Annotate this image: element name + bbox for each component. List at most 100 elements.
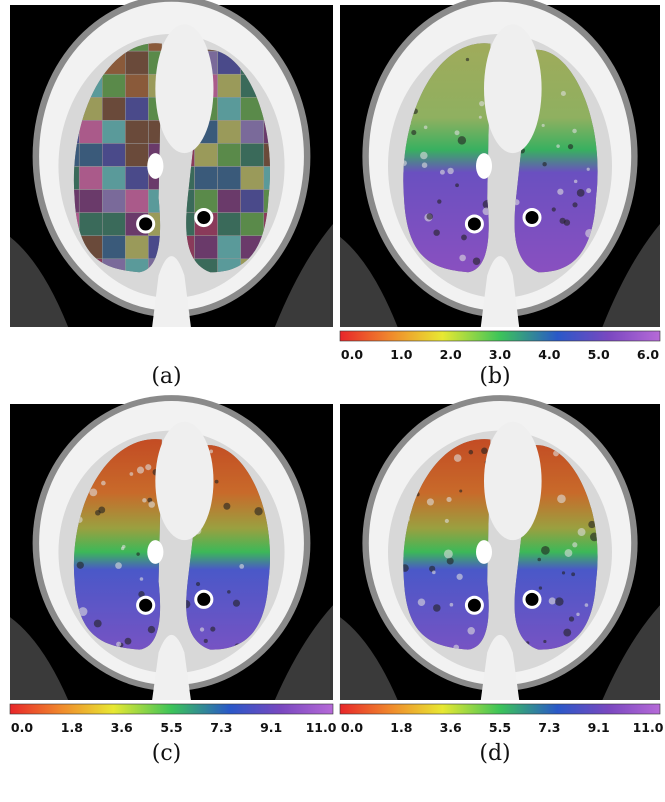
block xyxy=(217,73,241,98)
block xyxy=(102,143,126,167)
colorbar-tick-label: 3.6 xyxy=(440,720,462,735)
texture xyxy=(537,557,542,562)
texture xyxy=(145,464,152,471)
texture xyxy=(453,454,462,462)
texture xyxy=(411,130,417,136)
colorbar-tick-label: 11.0 xyxy=(633,720,664,735)
texture xyxy=(555,597,564,606)
colorbar-tick-label: 7.3 xyxy=(210,720,232,735)
block xyxy=(78,143,103,167)
texture xyxy=(195,582,201,587)
texture xyxy=(454,130,460,136)
bronchus xyxy=(136,595,156,615)
texture xyxy=(548,597,556,605)
texture xyxy=(129,472,134,476)
colorbar-tick-label: 9.1 xyxy=(588,720,610,735)
block xyxy=(194,143,218,167)
texture xyxy=(420,151,428,160)
block xyxy=(125,143,149,167)
texture xyxy=(588,520,596,529)
colorbar-tick-label: 2.0 xyxy=(440,347,462,362)
block xyxy=(102,73,126,98)
colorbar-tick-label: 5.5 xyxy=(160,720,182,735)
texture xyxy=(572,202,578,208)
block xyxy=(125,120,149,144)
colorbar-tick-label: 5.5 xyxy=(489,720,511,735)
block xyxy=(240,212,265,236)
block xyxy=(78,166,103,190)
trachea xyxy=(147,540,164,564)
trachea xyxy=(476,540,492,564)
texture xyxy=(446,557,454,565)
block xyxy=(240,120,265,144)
block xyxy=(125,189,149,213)
texture xyxy=(232,599,241,607)
texture xyxy=(98,506,106,514)
texture xyxy=(403,160,407,166)
block xyxy=(194,166,218,190)
panel xyxy=(340,395,660,700)
texture xyxy=(479,100,485,107)
bronchus xyxy=(136,214,156,234)
colorbar-tick-label: 1.0 xyxy=(390,347,412,362)
texture xyxy=(449,602,454,607)
block xyxy=(125,73,149,98)
trachea xyxy=(147,153,164,179)
texture xyxy=(541,123,545,128)
texture xyxy=(199,627,205,632)
colorbar-tick-label: 0.0 xyxy=(341,347,363,362)
heart xyxy=(155,421,214,541)
texture xyxy=(573,179,578,184)
block xyxy=(102,97,126,121)
texture xyxy=(563,219,571,226)
spine xyxy=(480,634,520,700)
texture xyxy=(101,480,106,486)
colorbar-tick-label: 9.1 xyxy=(260,720,282,735)
texture xyxy=(203,638,208,644)
texture xyxy=(576,189,585,197)
block xyxy=(102,120,126,144)
texture xyxy=(563,628,572,637)
texture xyxy=(538,586,543,590)
heart xyxy=(155,24,214,154)
texture xyxy=(561,571,566,575)
texture xyxy=(571,572,576,577)
texture xyxy=(421,162,428,168)
table-shadow xyxy=(602,605,660,700)
texture xyxy=(433,604,441,612)
texture xyxy=(564,549,573,557)
colorbar xyxy=(339,330,661,342)
block xyxy=(263,143,271,167)
spine xyxy=(152,256,191,327)
texture xyxy=(116,641,122,647)
texture xyxy=(467,627,475,635)
block xyxy=(217,189,241,213)
colorbar-tick-label: 1.8 xyxy=(390,720,412,735)
block xyxy=(217,120,241,144)
table-shadow xyxy=(274,605,333,700)
block xyxy=(217,143,241,167)
texture xyxy=(423,125,428,130)
texture xyxy=(136,466,145,474)
texture xyxy=(586,167,590,171)
block xyxy=(78,189,103,213)
texture xyxy=(556,144,560,148)
spine xyxy=(152,634,191,700)
colorbar-tick-label: 1.8 xyxy=(61,720,83,735)
texture xyxy=(124,637,132,645)
texture xyxy=(465,57,470,62)
block xyxy=(102,212,126,236)
texture xyxy=(403,564,409,572)
colorbar xyxy=(9,703,334,715)
block xyxy=(240,189,265,213)
texture xyxy=(209,449,214,454)
panel xyxy=(340,0,660,327)
table-shadow xyxy=(340,617,398,700)
table-shadow xyxy=(602,223,660,327)
bronchus xyxy=(522,589,542,609)
panel-caption: (c) xyxy=(152,741,182,766)
texture xyxy=(560,90,566,97)
colorbar-tick-label: 11.0 xyxy=(306,720,337,735)
texture xyxy=(78,607,88,617)
